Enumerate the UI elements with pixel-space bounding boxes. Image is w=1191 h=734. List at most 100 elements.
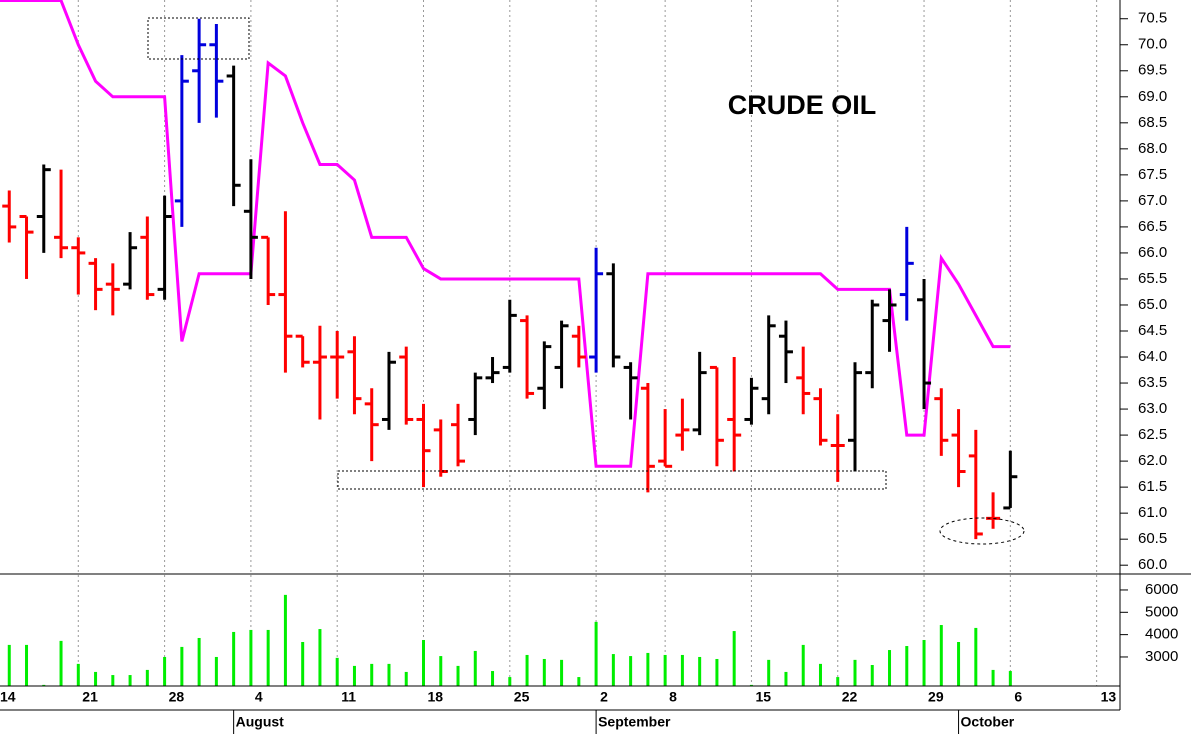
highlight-box <box>147 17 250 60</box>
volume-bar <box>59 640 63 686</box>
month-label: August <box>236 714 285 730</box>
x-tick-label: 4 <box>255 689 263 705</box>
volume-bar <box>422 639 425 686</box>
x-tick-label: 29 <box>928 689 944 705</box>
y-tick-label: 64.5 <box>1138 322 1167 339</box>
volume-bar <box>128 675 132 686</box>
volume-bar <box>76 663 80 686</box>
volume-bar <box>818 663 822 686</box>
volume-bar <box>145 669 149 686</box>
y-tick-label: 61.0 <box>1138 504 1167 521</box>
volume-bar <box>663 654 667 686</box>
y-tick-label: 66.0 <box>1138 244 1167 261</box>
volume-bar <box>42 684 46 686</box>
volume-bar <box>94 671 98 686</box>
volume-bar <box>301 642 305 686</box>
y-tick-label: 68.5 <box>1138 114 1167 131</box>
y-tick-label: 65.0 <box>1138 296 1167 313</box>
x-tick-label: 15 <box>755 689 771 705</box>
volume-bar <box>439 656 443 686</box>
month-label: September <box>598 714 671 730</box>
volume-bar <box>473 650 477 686</box>
y-tick-label: 6000 <box>1145 581 1178 598</box>
volume-bar <box>749 684 753 686</box>
x-tick-label: 8 <box>669 689 677 705</box>
y-tick-label: 63.0 <box>1138 400 1167 417</box>
x-tick-label: 22 <box>842 689 858 705</box>
volume-bar <box>801 644 805 686</box>
volume-bar <box>698 656 702 686</box>
low-ellipse <box>939 517 1025 545</box>
y-tick-label: 62.5 <box>1138 426 1167 443</box>
volume-bar <box>232 631 236 686</box>
volume-bar <box>456 665 460 686</box>
x-tick-label: 6 <box>1014 689 1022 705</box>
chart-title: CRUDE OIL <box>728 90 877 120</box>
volume-bar <box>163 656 167 686</box>
y-tick-label: 61.5 <box>1138 478 1167 495</box>
volume-bar <box>542 658 546 686</box>
plot-area <box>0 0 1018 686</box>
y-tick-label: 67.0 <box>1138 192 1167 209</box>
volume-bar <box>249 629 253 686</box>
volume-bar <box>197 637 201 686</box>
volume-bar <box>991 669 995 686</box>
volume-bar <box>611 654 615 686</box>
x-tick-label: 14 <box>0 689 16 705</box>
volume-bar <box>974 627 978 686</box>
y-tick-label: 4000 <box>1145 626 1178 643</box>
volume-bar <box>111 675 115 686</box>
volume-bar <box>318 629 322 686</box>
volume-bar <box>853 659 857 686</box>
y-tick-label: 66.5 <box>1138 218 1167 235</box>
y-tick-label: 69.0 <box>1138 88 1167 105</box>
volume-bar <box>560 659 564 686</box>
y-tick-label: 63.5 <box>1138 374 1167 391</box>
support-box <box>337 470 887 490</box>
y-tick-label: 65.5 <box>1138 270 1167 287</box>
y-tick-label: 60.5 <box>1138 530 1167 547</box>
y-tick-label: 5000 <box>1145 603 1178 620</box>
x-tick-label: 25 <box>514 689 530 705</box>
volume-bar <box>939 625 943 686</box>
volume-bar <box>404 671 408 686</box>
volume-bar <box>646 652 650 686</box>
volume-bar <box>352 665 356 686</box>
x-tick-label: 13 <box>1101 689 1117 705</box>
volume-bar <box>594 621 598 686</box>
volume-bar <box>214 656 218 686</box>
volume-bar <box>957 642 961 686</box>
volume-bar <box>491 671 495 686</box>
volume-bar <box>283 594 287 686</box>
volume-bar <box>7 644 11 686</box>
volume-bar <box>387 663 391 686</box>
volume-bar <box>266 629 270 686</box>
volume-bar <box>370 663 374 686</box>
grid <box>77 0 1098 686</box>
month-label: October <box>961 714 1015 730</box>
y-tick-label: 70.0 <box>1138 36 1167 53</box>
x-tick-label: 11 <box>341 689 356 705</box>
volume-bar <box>888 650 892 686</box>
volume-bar <box>508 677 512 686</box>
x-tick-label: 18 <box>428 689 444 705</box>
volume-bar <box>836 677 840 686</box>
volume-bar <box>629 656 633 686</box>
volume-bar <box>905 646 909 686</box>
volume-bar <box>180 646 184 686</box>
volume-bar <box>784 671 788 686</box>
y-tick-label: 64.0 <box>1138 348 1167 365</box>
y-tick-label: 60.0 <box>1138 556 1167 573</box>
volume-bar <box>732 631 736 686</box>
x-tick-label: 2 <box>600 689 608 705</box>
stop-line <box>0 0 1011 468</box>
y-tick-label: 3000 <box>1145 648 1178 665</box>
volume-bar <box>525 654 529 686</box>
volume-bar <box>715 658 719 686</box>
volume-bar <box>25 644 29 686</box>
volume-bar <box>680 654 684 686</box>
volume-bar <box>1008 671 1012 686</box>
volume-bar <box>870 665 874 686</box>
volume-bar <box>922 639 926 686</box>
